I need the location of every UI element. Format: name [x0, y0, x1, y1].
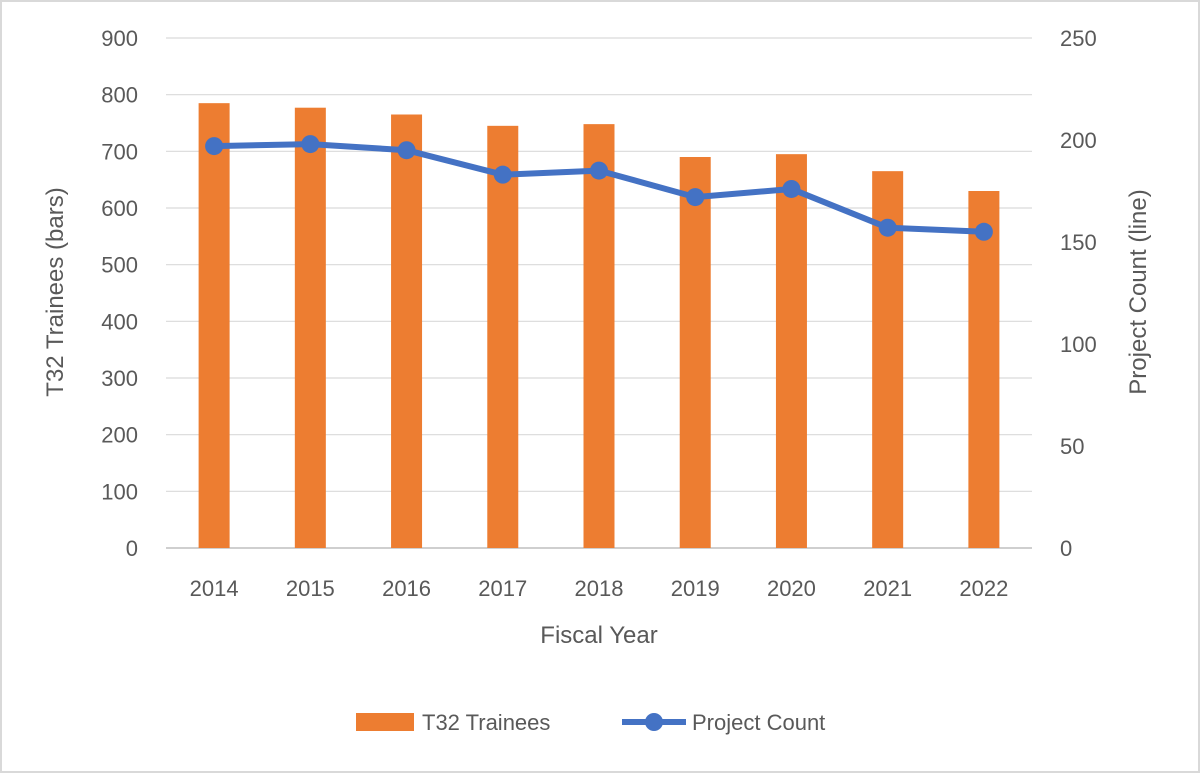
- x-tick-label: 2017: [478, 576, 527, 601]
- point-2022: [974, 222, 993, 241]
- y2-tick-label: 50: [1060, 434, 1084, 459]
- legend: T32 Trainees Project Count: [356, 710, 825, 735]
- point-2019: [686, 188, 705, 207]
- point-2017: [493, 165, 512, 184]
- bar-2018: [583, 124, 615, 548]
- left-axis-ticks: 0 100 200 300 400 500 600 700 800 900: [101, 26, 138, 561]
- x-tick-label: 2018: [575, 576, 624, 601]
- x-axis-ticks: 2014 2015 2016 2017 2018 2019 2020 2021 2022: [190, 576, 1009, 601]
- y-tick-label: 500: [101, 253, 138, 278]
- y-tick-label: 400: [101, 309, 138, 334]
- x-tick-label: 2014: [190, 576, 239, 601]
- y-tick-label: 200: [101, 423, 138, 448]
- x-tick-label: 2022: [959, 576, 1008, 601]
- y-axis-title: T32 Trainees (bars): [42, 187, 69, 396]
- legend-marker-project-count: [645, 713, 663, 731]
- legend-label-project-count: Project Count: [692, 710, 825, 735]
- y-tick-label: 300: [101, 366, 138, 391]
- y2-axis-title: Project Count (line): [1125, 189, 1152, 394]
- bar-2020: [775, 154, 807, 548]
- y-tick-label: 100: [101, 479, 138, 504]
- bar-2015: [294, 107, 326, 548]
- right-axis-ticks: 0 50 100 150 200 250: [1060, 26, 1097, 561]
- x-tick-label: 2019: [671, 576, 720, 601]
- point-2020: [782, 179, 801, 198]
- x-tick-label: 2015: [286, 576, 335, 601]
- bar-2019: [679, 157, 711, 548]
- point-2018: [590, 161, 608, 180]
- bar-series-t32-trainees: [198, 103, 1000, 549]
- x-tick-label: 2016: [382, 576, 431, 601]
- y2-tick-label: 150: [1060, 230, 1097, 255]
- y2-tick-label: 100: [1060, 332, 1097, 357]
- point-2016: [397, 141, 416, 160]
- line-series-project-count: [205, 135, 993, 241]
- x-axis-title: Fiscal Year: [540, 622, 657, 649]
- y2-tick-label: 250: [1060, 26, 1097, 51]
- bar-2022: [968, 191, 1000, 548]
- point-2021: [878, 218, 897, 237]
- legend-label-t32-trainees: T32 Trainees: [422, 710, 550, 735]
- y-tick-label: 800: [101, 83, 138, 108]
- legend-swatch-t32-trainees: [356, 713, 414, 731]
- bar-2017: [487, 125, 519, 548]
- y2-tick-label: 0: [1060, 536, 1072, 561]
- x-tick-label: 2021: [863, 576, 912, 601]
- y-tick-label: 700: [101, 139, 138, 164]
- y-tick-label: 600: [101, 196, 138, 221]
- x-tick-label: 2020: [767, 576, 816, 601]
- y-tick-label: 900: [101, 26, 138, 51]
- point-2015: [301, 135, 320, 154]
- y2-tick-label: 200: [1060, 128, 1097, 153]
- bar-2016: [391, 114, 423, 548]
- point-2014: [205, 137, 224, 156]
- bar-2014: [198, 103, 230, 549]
- y-tick-label: 0: [126, 536, 138, 561]
